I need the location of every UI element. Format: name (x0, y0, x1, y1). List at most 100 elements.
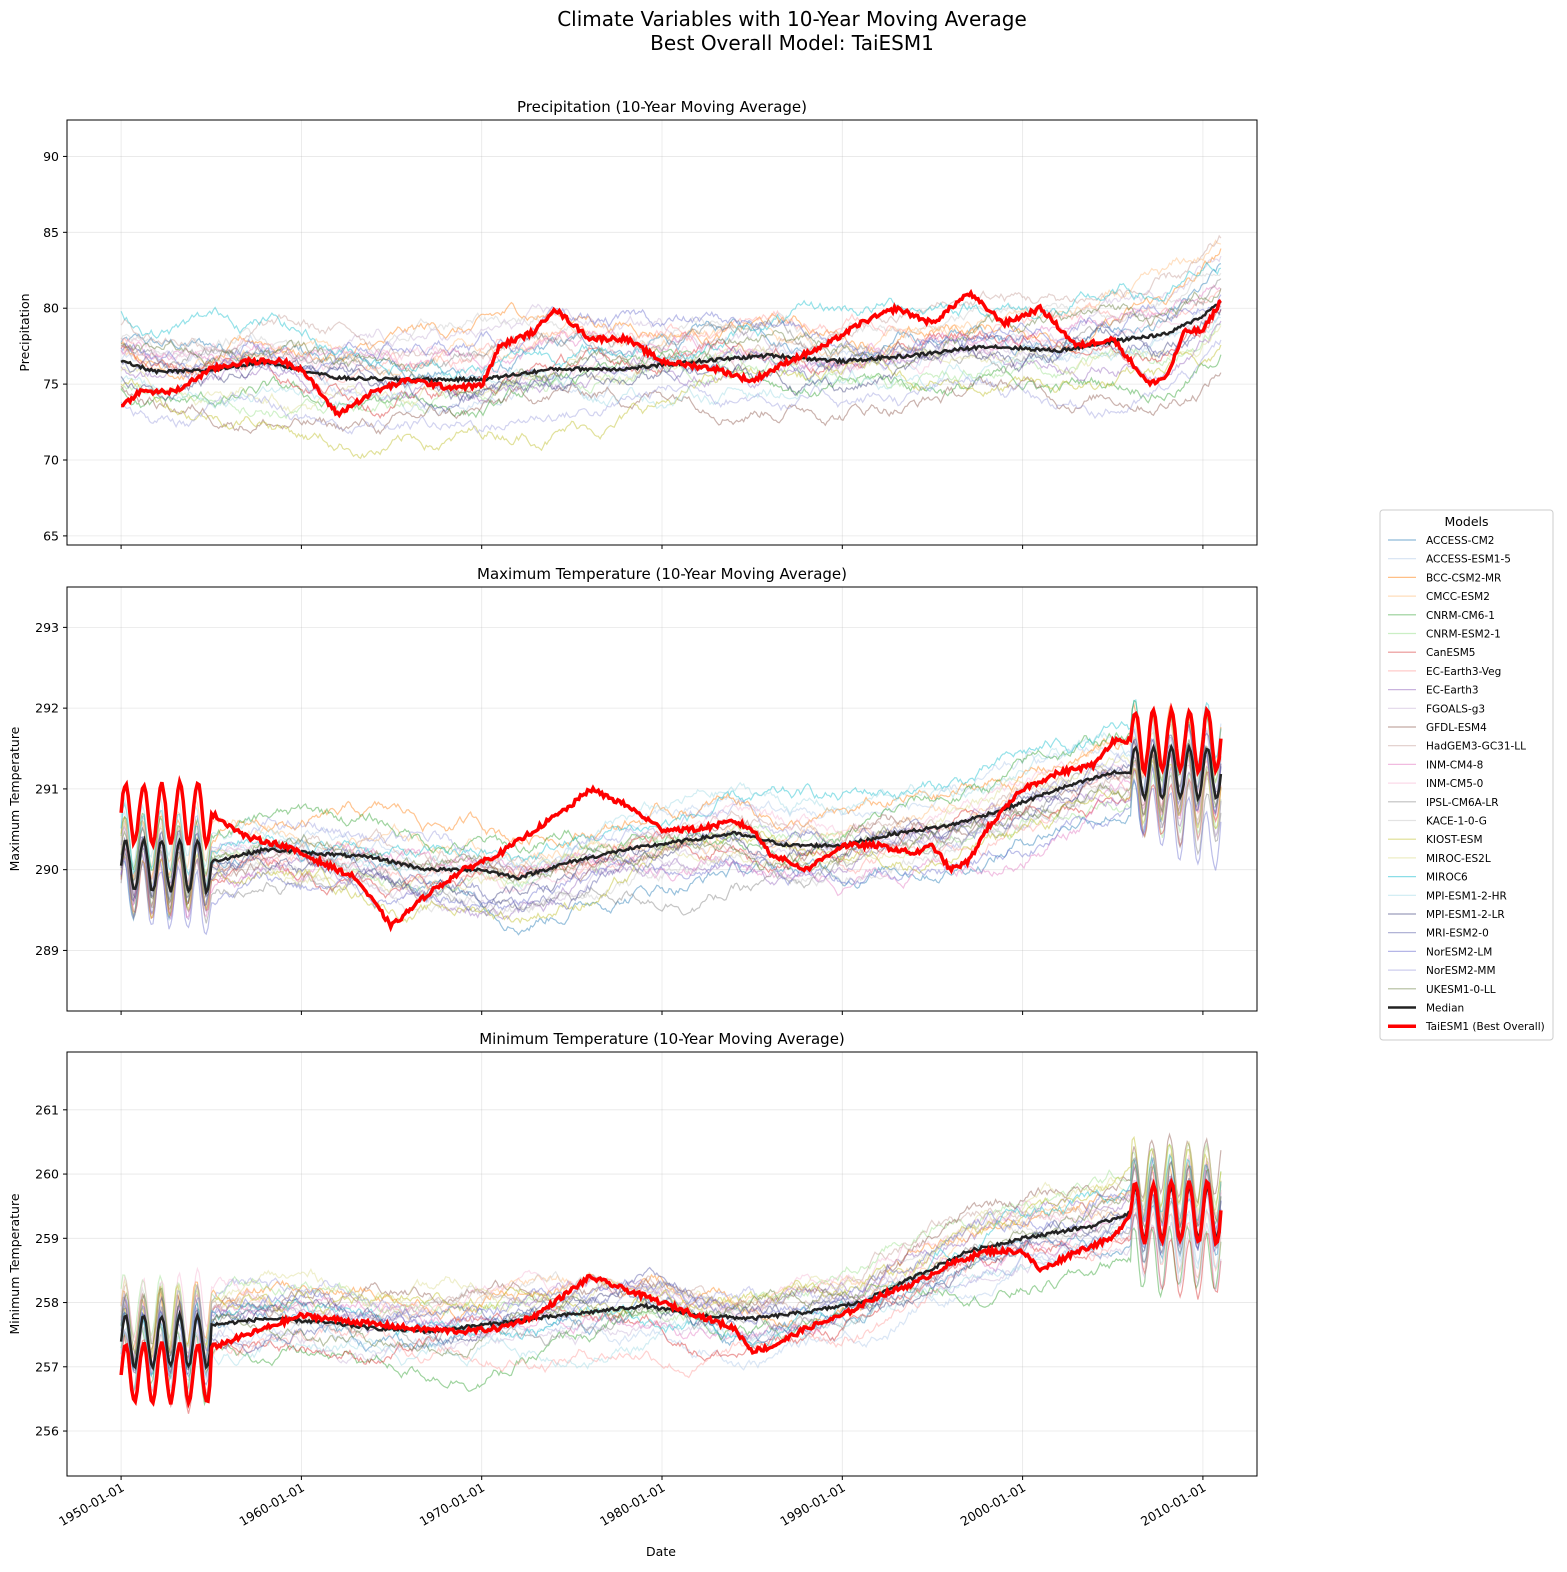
model-line-BCC-CSM2-MR (120, 702, 1222, 887)
model-line-MIROC6 (120, 1153, 1222, 1378)
model-line-NorESM2-MM (120, 1170, 1222, 1365)
model-line-MIROC-ES2L (120, 1140, 1222, 1352)
legend-entry: EC-Earth3-Veg (1426, 666, 1501, 678)
model-line-FGOALS-g3 (120, 746, 1222, 916)
model-line-UKESM1-0-LL (120, 739, 1222, 906)
y-tick-label: 65 (43, 528, 59, 543)
model-line-BCC-CSM2-MR (120, 248, 1222, 381)
series-lines (119, 1132, 1223, 1414)
series-lines (119, 699, 1223, 936)
model-line-IPSL-CM6A-LR (120, 755, 1222, 924)
model-line-GFDL-ESM4 (120, 372, 1222, 435)
x-tick-label: 1960-01-01 (236, 1480, 306, 1529)
model-line-MIROC6 (120, 699, 1222, 891)
panel-title: Precipitation (10-Year Moving Average) (517, 98, 807, 116)
model-line-MRI-ESM2-0 (120, 1181, 1222, 1386)
legend-entry: GFDL-ESM4 (1426, 722, 1487, 734)
y-tick-label: 85 (43, 225, 59, 240)
model-line-NorESM2-LM (120, 1157, 1222, 1367)
figure-title-line2: Best Overall Model: TaiESM1 (650, 31, 934, 55)
model-line-HadGEM3-GC31-LL (120, 735, 1222, 909)
panel-1: 65 70 75 80 85 90 Precipitation (10-Year Movin… (17, 98, 1258, 549)
model-line-CanESM5 (120, 309, 1222, 420)
legend-entry: EC-Earth3 (1426, 685, 1479, 697)
model-line-ACCESS-ESM1-5 (120, 712, 1222, 899)
model-line-CNRM-CM6-1 (120, 699, 1222, 890)
model-line-KIOST-ESM (120, 752, 1222, 924)
y-tick-label: 293 (35, 620, 59, 635)
legend-entry: UKESM1-0-LL (1426, 984, 1496, 996)
legend-entry: KACE-1-0-G (1426, 816, 1487, 828)
legend-entry: NorESM2-MM (1426, 965, 1496, 977)
model-line-INM-CM5-0 (120, 1154, 1222, 1346)
legend-entry: KIOST-ESM (1426, 834, 1483, 846)
model-line-ACCESS-CM2 (120, 263, 1222, 381)
legend-entry: INM-CM4-8 (1426, 759, 1483, 771)
y-tick-label: 75 (43, 377, 59, 392)
panel-2: 289 290 291 292 293 Maximum Temperature (10-Y… (7, 565, 1258, 1015)
legend-entry: ACCESS-CM2 (1426, 535, 1495, 547)
model-line-EC-Earth3 (120, 320, 1222, 403)
model-line-FGOALS-g3 (120, 1211, 1222, 1397)
model-line-KIOST-ESM (120, 1135, 1222, 1368)
legend-title: Models (1444, 514, 1488, 529)
panel-3: 256 257 258 259 260 261 Minimum Temperature (1… (7, 1030, 1258, 1529)
model-line-ACCESS-ESM1-5 (120, 1193, 1222, 1392)
legend-entry: FGOALS-g3 (1426, 703, 1485, 715)
model-line-KACE-1-0-G (120, 763, 1222, 919)
series-lines (120, 234, 1222, 460)
model-line-CMCC-ESM2 (120, 239, 1222, 377)
model-line-MPI-ESM1-2-LR (120, 1173, 1222, 1374)
model-line-INM-CM4-8 (120, 284, 1222, 372)
legend-frame (1379, 509, 1554, 1041)
legend-entry: CNRM-ESM2-1 (1426, 629, 1501, 641)
legend-entry: INM-CM5-0 (1426, 778, 1483, 790)
x-tick-label: 1990-01-01 (777, 1480, 847, 1529)
model-line-MPI-ESM1-2-HR (120, 724, 1222, 876)
model-line-UKESM1-0-LL (120, 288, 1222, 396)
legend-entry: Median (1426, 1003, 1464, 1015)
legend-entry: IPSL-CM6A-LR (1426, 797, 1499, 809)
legend-entry: BCC-CSM2-MR (1426, 572, 1501, 584)
model-line-IPSL-CM6A-LR (120, 1186, 1222, 1374)
model-line-ACCESS-ESM1-5 (120, 310, 1222, 416)
y-axis-label: Minimum Temperature (7, 1193, 22, 1334)
model-line-HadGEM3-GC31-LL (120, 234, 1222, 375)
model-line-EC-Earth3-Veg (120, 1207, 1222, 1407)
model-line-INM-CM4-8 (120, 752, 1222, 919)
panel-title: Maximum Temperature (10-Year Moving Aver… (477, 565, 847, 583)
model-line-GFDL-ESM4 (120, 1132, 1222, 1364)
model-line-KIOST-ESM (120, 344, 1222, 460)
model-line-NorESM2-MM (120, 339, 1222, 435)
model-line-CNRM-ESM2-1 (120, 1142, 1222, 1350)
y-tick-label: 260 (35, 1167, 59, 1182)
y-tick-label: 291 (35, 781, 59, 796)
y-tick-label: 259 (35, 1231, 59, 1246)
legend-entry: MRI-ESM2-0 (1426, 928, 1489, 940)
y-tick-label: 257 (35, 1359, 59, 1374)
x-tick-label: 1950-01-01 (56, 1480, 126, 1529)
model-line-CanESM5 (120, 768, 1222, 920)
model-line-NorESM2-LM (120, 294, 1222, 375)
x-tick-label: 1980-01-01 (597, 1480, 667, 1529)
model-line-CNRM-CM6-1 (120, 348, 1222, 419)
panels: 65 70 75 80 85 90 Precipitation (10-Year Movin… (7, 98, 1258, 1529)
model-line-NorESM2-LM (120, 777, 1222, 936)
best-model-line (119, 702, 1223, 933)
x-tick-label: 2000-01-01 (958, 1480, 1028, 1529)
model-line-MIROC6 (120, 261, 1222, 381)
legend: Models ACCESS-CM2 ACCESS-ESM1-5 BCC-CSM2-MR… (1379, 509, 1554, 1041)
best-model-line (119, 1177, 1223, 1409)
figure-title-line1: Climate Variables with 10-Year Moving Av… (557, 7, 1027, 31)
model-line-HadGEM3-GC31-LL (120, 1148, 1222, 1359)
legend-entry: CanESM5 (1426, 647, 1475, 659)
legend-entry: NorESM2-LM (1426, 946, 1492, 958)
legend-entry: TaiESM1 (Best Overall) (1425, 1021, 1545, 1033)
median-line (119, 1181, 1223, 1372)
legend-entry: MPI-ESM1-2-HR (1426, 890, 1507, 902)
legend-entry: MIROC6 (1426, 872, 1468, 884)
legend-entry: MPI-ESM1-2-LR (1426, 909, 1505, 921)
model-line-MRI-ESM2-0 (120, 304, 1222, 413)
model-line-EC-Earth3 (120, 1165, 1222, 1378)
y-tick-label: 256 (35, 1424, 59, 1439)
